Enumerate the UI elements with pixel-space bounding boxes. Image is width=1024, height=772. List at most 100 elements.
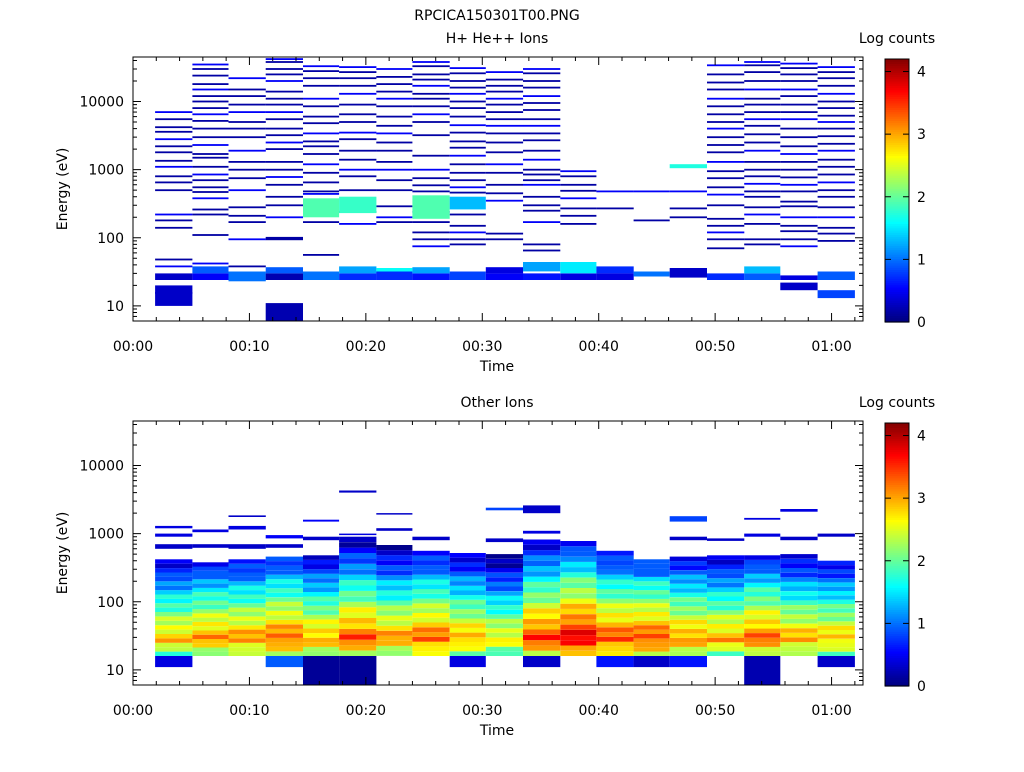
heatmap-band — [265, 141, 303, 144]
colorbar-swatch — [885, 240, 909, 244]
heatmap-band — [707, 113, 745, 116]
heatmap-cell — [707, 646, 745, 652]
colorbar-swatch — [885, 582, 909, 586]
heatmap-cell — [744, 591, 781, 597]
colorbar-frame — [884, 58, 910, 323]
heatmap-band — [376, 90, 413, 93]
heatmap-cell — [744, 573, 781, 579]
heatmap-cell — [265, 615, 303, 620]
heatmap-cell — [412, 593, 450, 599]
heatmap-cell — [228, 563, 266, 569]
colorbar-swatch — [885, 659, 909, 663]
heatmap-band — [707, 161, 745, 163]
colorbar-swatch — [885, 289, 909, 292]
heatmap-band — [560, 223, 597, 225]
heatmap-cell — [780, 577, 818, 582]
heatmap-band — [412, 190, 450, 193]
heatmap-cell — [596, 622, 634, 628]
x-tick-label: 01:00 — [811, 339, 851, 355]
heatmap-cell — [339, 628, 377, 635]
heatmap-cell — [596, 593, 634, 599]
heatmap-band — [744, 97, 781, 100]
colorbar-swatch — [885, 593, 909, 597]
heatmap-band — [339, 168, 377, 171]
heatmap-cell — [523, 645, 561, 651]
heatmap-cell — [376, 590, 413, 596]
heatmap-cell — [780, 591, 818, 596]
heatmap-cell — [596, 579, 634, 585]
colorbar-swatch — [885, 111, 909, 115]
colorbar-swatch — [885, 471, 909, 475]
heatmap-band — [560, 207, 597, 210]
heatmap-cell — [192, 579, 229, 584]
heatmap-cell — [485, 267, 524, 274]
colorbar-swatch — [885, 670, 909, 674]
heatmap-cell — [523, 618, 561, 625]
heatmap-cell — [339, 590, 377, 597]
heatmap-band — [155, 130, 193, 133]
colorbar-swatch — [885, 633, 909, 637]
heatmap-cell — [485, 651, 524, 656]
heatmap-cell — [596, 598, 634, 604]
heatmap-cell — [523, 624, 561, 630]
heatmap-cell — [707, 642, 745, 647]
heatmap-band — [228, 189, 266, 192]
heatmap-band — [707, 127, 745, 130]
colorbar-swatch — [885, 271, 909, 275]
heatmap-cell — [707, 564, 745, 570]
colorbar-swatch — [885, 486, 909, 490]
colorbar-swatch — [885, 482, 909, 485]
heatmap-band — [412, 238, 450, 241]
heatmap-band — [449, 238, 486, 241]
heatmap-cell — [596, 560, 634, 566]
heatmap-cell — [155, 651, 193, 656]
heatmap-cell — [376, 545, 413, 550]
colorbar-swatch — [885, 508, 909, 512]
colorbar-swatch — [885, 168, 909, 172]
colorbar-swatch — [885, 300, 909, 303]
colorbar-swatch — [885, 519, 909, 523]
heatmap-band — [228, 544, 266, 549]
heatmap-cell — [560, 635, 597, 641]
heatmap-cell — [192, 617, 229, 622]
heatmap-cell — [633, 607, 670, 612]
colorbar-swatch — [885, 440, 909, 444]
heatmap-cell — [376, 650, 413, 656]
colorbar-swatch — [885, 604, 909, 608]
heatmap-band — [192, 88, 229, 91]
heatmap-band — [265, 535, 303, 539]
heatmap-cell — [485, 609, 524, 615]
heatmap-cell — [265, 579, 303, 584]
colorbar-swatch — [885, 427, 909, 431]
heatmap-band — [485, 118, 524, 121]
colorbar-swatch — [885, 504, 909, 507]
colorbar-swatch — [885, 162, 909, 165]
heatmap-cell — [780, 623, 818, 629]
heatmap-cell — [192, 587, 229, 593]
y-axis-label-h-he: Energy (eV) — [55, 148, 71, 231]
heatmap-cell — [228, 585, 266, 591]
heatmap-cell — [669, 574, 707, 580]
heatmap-cell — [485, 623, 524, 629]
colorbar-swatch — [885, 589, 909, 593]
heatmap-band — [485, 183, 524, 186]
heatmap-cell — [449, 571, 486, 577]
heatmap-cell — [228, 647, 266, 652]
heatmap-cell — [265, 574, 303, 580]
colorbar-swatch — [885, 600, 909, 604]
heatmap-band — [412, 168, 450, 171]
y-tick-label: 1000 — [88, 163, 124, 179]
heatmap-cell — [669, 583, 707, 589]
colorbar-swatch — [885, 234, 909, 238]
heatmap-band — [449, 191, 486, 194]
heatmap-band — [780, 509, 818, 512]
heatmap-band — [155, 213, 193, 216]
heatmap-band — [817, 149, 855, 152]
heatmap-cell — [523, 608, 561, 614]
heatmap-cell — [596, 636, 634, 642]
heatmap-cell — [560, 645, 597, 651]
heatmap-band — [155, 111, 193, 113]
heatmap-band — [192, 197, 229, 200]
heatmap-cell — [155, 590, 193, 595]
colorbar-tick-label: 3 — [917, 127, 926, 143]
